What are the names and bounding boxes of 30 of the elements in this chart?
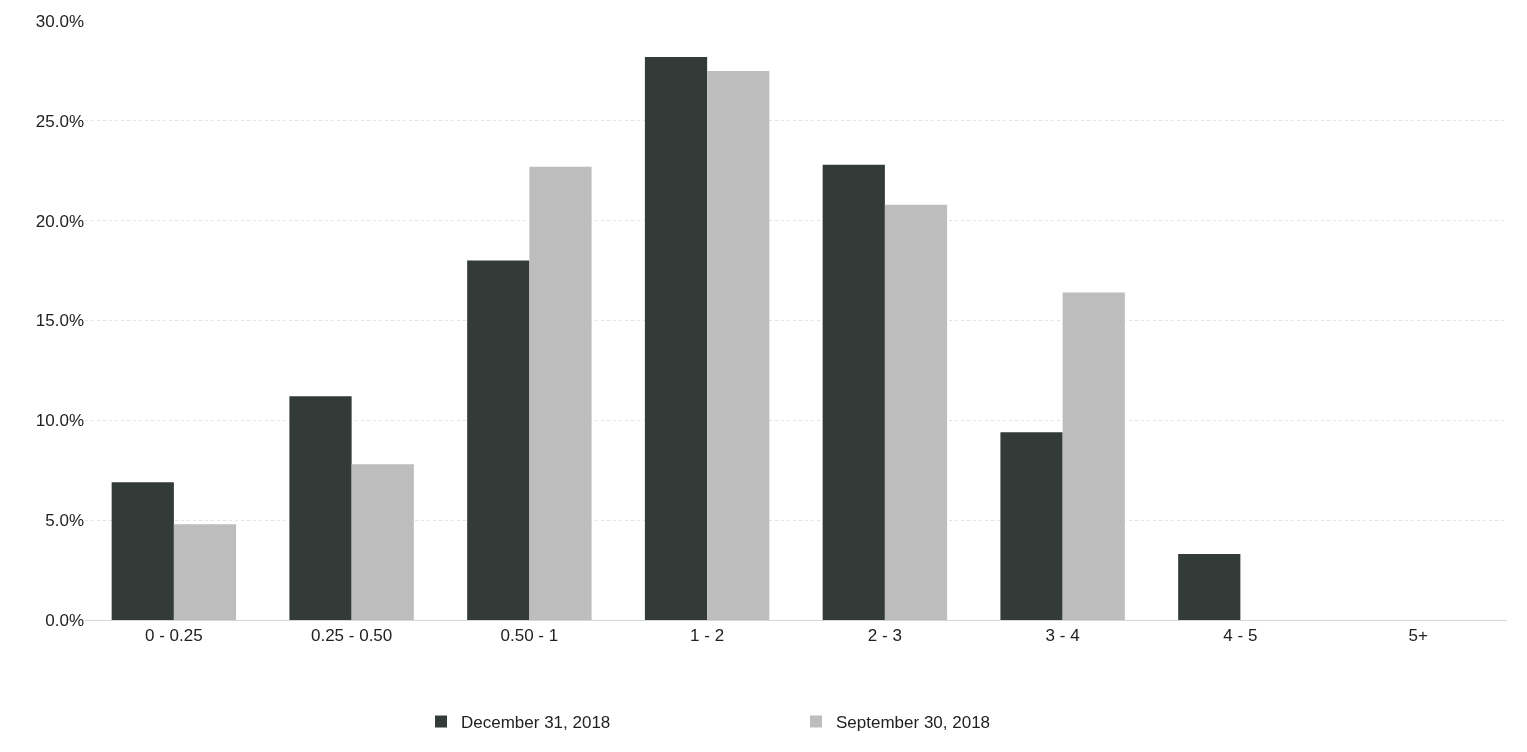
bar (1000, 432, 1063, 620)
bar (467, 260, 530, 620)
bar (173, 524, 237, 620)
legend-label: December 31, 2018 (461, 713, 611, 733)
y-tick-label: 25.0% (35, 111, 84, 131)
x-tick-label: 5+ (1408, 626, 1428, 646)
x-tick-label: 4 - 5 (1223, 626, 1258, 646)
x-tick-label: 0 - 0.25 (145, 626, 203, 646)
bar (1178, 554, 1241, 620)
y-tick-label: 5.0% (45, 511, 84, 531)
x-tick-label: 2 - 3 (867, 626, 902, 646)
y-tick-label: 10.0% (35, 411, 84, 431)
x-tick-label: 0.50 - 1 (500, 626, 559, 646)
bar (644, 56, 708, 620)
y-tick-label: 15.0% (35, 311, 84, 331)
x-tick-label: 0.25 - 0.50 (310, 626, 393, 646)
bar (289, 396, 352, 620)
bar (529, 166, 592, 620)
y-tick-label: 0.0% (45, 610, 84, 630)
bar (822, 164, 885, 620)
bar (884, 204, 948, 620)
bar (351, 464, 414, 620)
x-tick-label: 3 - 4 (1045, 626, 1080, 646)
bar (1062, 292, 1125, 620)
x-tick-label: 1 - 2 (690, 626, 725, 646)
legend-label: September 30, 2018 (836, 713, 991, 733)
bar (111, 482, 174, 620)
y-tick-label: 20.0% (35, 211, 84, 231)
y-tick-label: 30.0% (35, 11, 84, 31)
bar (707, 70, 770, 620)
